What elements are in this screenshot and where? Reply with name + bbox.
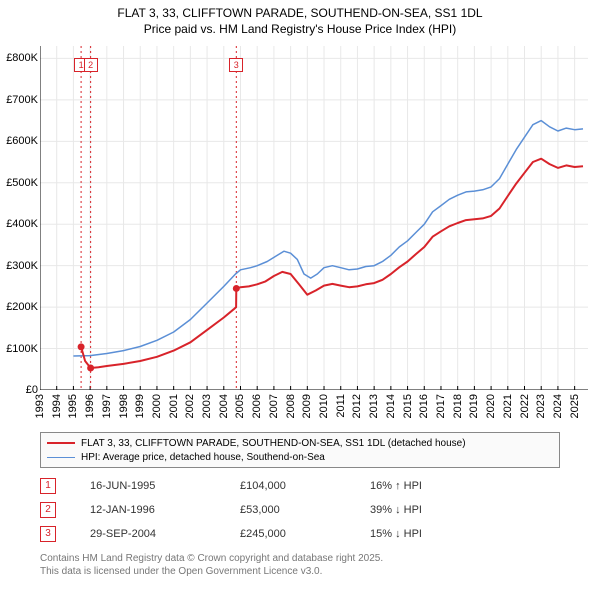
y-tick-label: £400K (6, 218, 38, 230)
x-tick-label: 2010 (318, 394, 330, 418)
legend-label: HPI: Average price, detached house, Sout… (81, 452, 325, 463)
x-tick-label: 2017 (435, 394, 447, 418)
x-tick-label: 2022 (519, 394, 531, 418)
x-tick-label: 2014 (385, 394, 397, 418)
sale-price: £104,000 (240, 480, 370, 492)
sale-delta: 39% ↓ HPI (370, 504, 490, 516)
x-tick-label: 1993 (34, 394, 46, 418)
y-tick-label: £200K (6, 301, 38, 313)
sales-table: 1 16-JUN-1995£104,00016% ↑ HPI 2 12-JAN-199… (40, 474, 490, 546)
x-tick-label: 2011 (335, 394, 347, 418)
attribution-line-2: This data is licensed under the Open Gov… (40, 565, 588, 578)
sale-delta: 16% ↑ HPI (370, 480, 490, 492)
legend-swatch (47, 442, 75, 444)
sale-row: 2 12-JAN-1996£53,00039% ↓ HPI (40, 498, 490, 522)
y-tick-label: £100K (6, 343, 38, 355)
x-tick-label: 2016 (418, 394, 430, 418)
x-tick-label: 2000 (151, 394, 163, 418)
sale-marker: 3 (40, 526, 56, 542)
y-tick-label: £500K (6, 177, 38, 189)
x-tick-label: 2013 (368, 394, 380, 418)
x-tick-label: 2020 (485, 394, 497, 418)
y-tick-label: £600K (6, 135, 38, 147)
chart-svg (40, 46, 588, 390)
x-tick-label: 2023 (535, 394, 547, 418)
x-tick-label: 1999 (134, 394, 146, 418)
plot-area: £0£100K£200K£300K£400K£500K£600K£700K£80… (40, 46, 588, 390)
x-tick-label: 1995 (67, 394, 79, 418)
title-line-1: FLAT 3, 33, CLIFFTOWN PARADE, SOUTHEND-O… (0, 6, 600, 22)
legend-label: FLAT 3, 33, CLIFFTOWN PARADE, SOUTHEND-O… (81, 438, 466, 449)
legend-row: HPI: Average price, detached house, Sout… (47, 450, 553, 464)
x-tick-label: 1996 (84, 394, 96, 418)
legend-swatch (47, 457, 75, 458)
y-tick-label: £800K (6, 52, 38, 64)
event-marker: 3 (229, 58, 243, 72)
x-tick-label: 2007 (268, 394, 280, 418)
sale-price: £53,000 (240, 504, 370, 516)
x-tick-label: 2024 (552, 394, 564, 418)
attribution-line-1: Contains HM Land Registry data © Crown c… (40, 552, 588, 565)
x-tick-label: 2005 (234, 394, 246, 418)
sale-date: 16-JUN-1995 (90, 480, 240, 492)
x-tick-label: 2021 (502, 394, 514, 418)
x-tick-label: 1994 (51, 394, 63, 418)
x-tick-label: 2009 (301, 394, 313, 418)
chart-container: FLAT 3, 33, CLIFFTOWN PARADE, SOUTHEND-O… (0, 0, 600, 590)
x-tick-label: 2003 (201, 394, 213, 418)
x-tick-label: 2008 (285, 394, 297, 418)
x-tick-label: 2015 (402, 394, 414, 418)
x-tick-label: 2002 (184, 394, 196, 418)
legend-box: FLAT 3, 33, CLIFFTOWN PARADE, SOUTHEND-O… (40, 432, 560, 468)
x-tick-label: 1997 (101, 394, 113, 418)
event-marker: 2 (84, 58, 98, 72)
sale-row: 1 16-JUN-1995£104,00016% ↑ HPI (40, 474, 490, 498)
y-tick-label: £300K (6, 260, 38, 272)
legend-row: FLAT 3, 33, CLIFFTOWN PARADE, SOUTHEND-O… (47, 436, 553, 450)
x-tick-label: 1998 (118, 394, 130, 418)
x-tick-label: 2018 (452, 394, 464, 418)
sale-date: 29-SEP-2004 (90, 528, 240, 540)
y-tick-label: £700K (6, 94, 38, 106)
sale-marker: 2 (40, 502, 56, 518)
title-line-2: Price paid vs. HM Land Registry's House … (0, 22, 600, 38)
x-tick-label: 2001 (168, 394, 180, 418)
sale-marker: 1 (40, 478, 56, 494)
sale-delta: 15% ↓ HPI (370, 528, 490, 540)
chart-title: FLAT 3, 33, CLIFFTOWN PARADE, SOUTHEND-O… (0, 0, 600, 37)
sale-date: 12-JAN-1996 (90, 504, 240, 516)
x-tick-label: 2006 (251, 394, 263, 418)
sale-row: 3 29-SEP-2004£245,00015% ↓ HPI (40, 522, 490, 546)
x-tick-label: 2012 (351, 394, 363, 418)
x-tick-label: 2025 (569, 394, 581, 418)
x-tick-label: 2019 (468, 394, 480, 418)
sale-price: £245,000 (240, 528, 370, 540)
attribution-text: Contains HM Land Registry data © Crown c… (40, 552, 588, 578)
x-tick-label: 2004 (218, 394, 230, 418)
